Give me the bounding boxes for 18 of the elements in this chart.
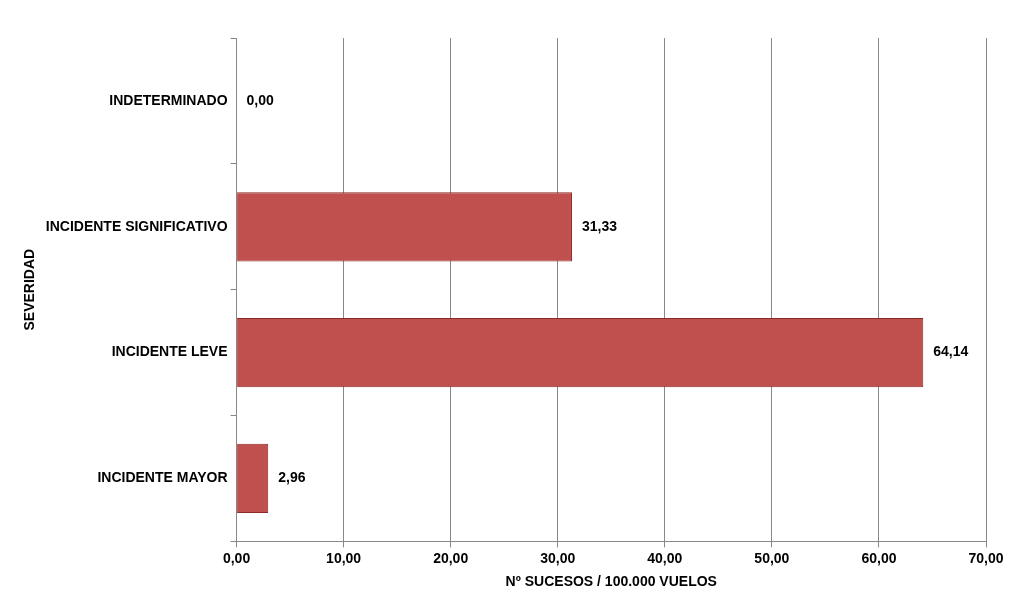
y-tick-label: INCIDENTE SIGNIFICATIVO	[45, 217, 228, 234]
x-tick-label: 40,00	[647, 549, 683, 566]
y-axis-title: SEVERIDAD	[21, 248, 38, 331]
data-label: 0,00	[246, 91, 275, 108]
x-tick-label: 10,00	[326, 549, 362, 566]
data-label: 64,14	[933, 343, 969, 360]
data-label: 31,33	[581, 217, 618, 234]
x-tick-label: 50,00	[754, 549, 790, 566]
x-tick-label: 30,00	[540, 549, 576, 566]
y-tick-label: INCIDENTE MAYOR	[97, 469, 228, 486]
x-tick-label: 0,00	[222, 549, 251, 566]
x-tick-label: 20,00	[433, 549, 469, 566]
data-label: 2,96	[278, 469, 306, 486]
x-axis-title: Nº SUCESOS / 100.000 VUELOS	[505, 573, 717, 590]
x-tick-label: 60,00	[861, 549, 897, 566]
y-tick-label: INDETERMINADO	[109, 91, 228, 108]
y-tick-label: INCIDENTE LEVE	[111, 343, 228, 360]
x-tick-label: 70,00	[968, 549, 1004, 566]
